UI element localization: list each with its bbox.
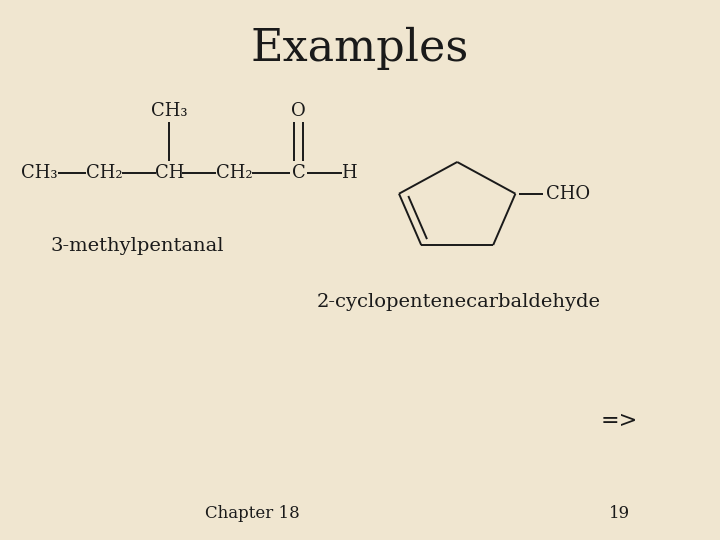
Text: H: H: [341, 164, 357, 182]
Text: CH₃: CH₃: [22, 164, 58, 182]
Text: Examples: Examples: [251, 27, 469, 70]
Text: =>: =>: [600, 410, 638, 432]
Text: CH₂: CH₂: [86, 164, 122, 182]
Text: CH: CH: [155, 164, 184, 182]
Text: 2-cyclopentenecarbaldehyde: 2-cyclopentenecarbaldehyde: [317, 293, 600, 312]
Text: Chapter 18: Chapter 18: [204, 504, 300, 522]
Text: CH₂: CH₂: [216, 164, 252, 182]
Text: 19: 19: [608, 504, 630, 522]
Text: CHO: CHO: [546, 185, 590, 202]
Text: C: C: [292, 164, 306, 182]
Text: O: O: [292, 102, 306, 120]
Text: CH₃: CH₃: [151, 102, 187, 120]
Text: 3-methylpentanal: 3-methylpentanal: [50, 237, 224, 255]
